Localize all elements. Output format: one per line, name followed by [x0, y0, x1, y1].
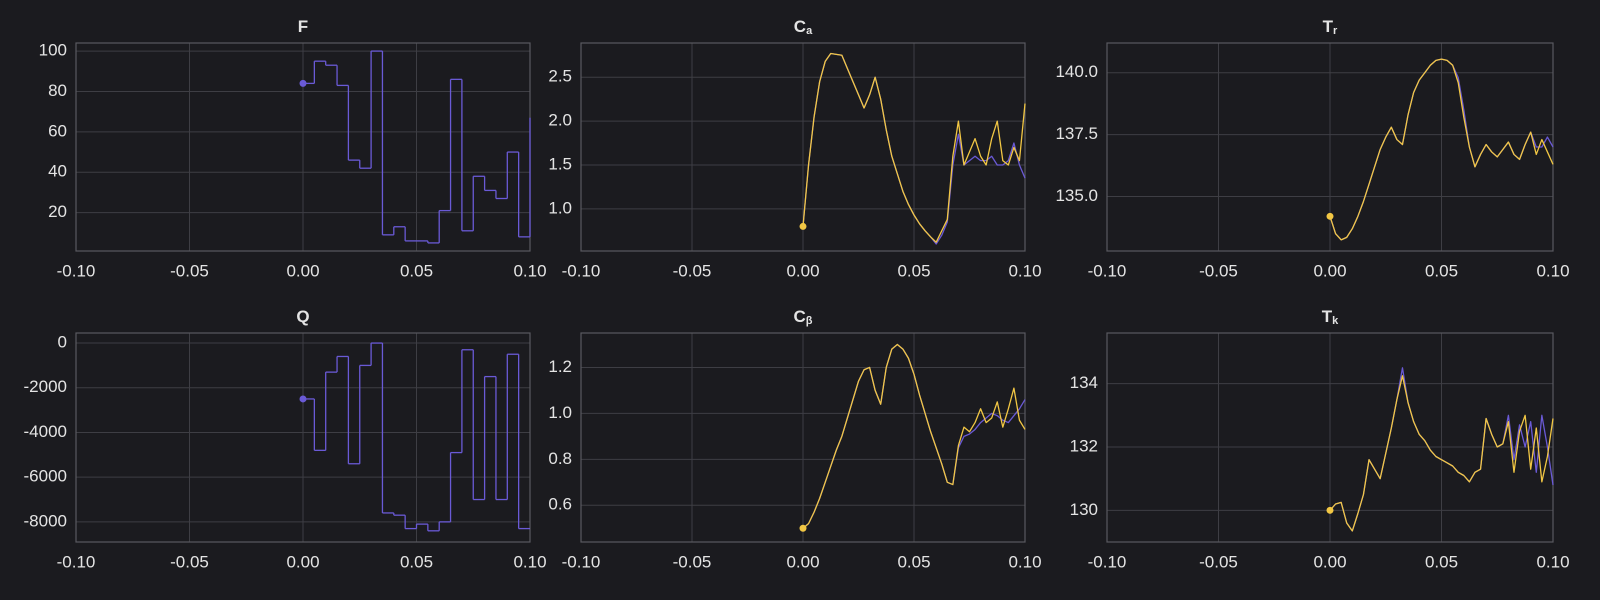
title-text: F — [298, 17, 308, 36]
y-tick-label: 130 — [1070, 500, 1098, 519]
plot-frame — [1106, 332, 1554, 543]
x-tick-label: -0.05 — [673, 261, 712, 280]
y-tick-label: 40 — [48, 162, 67, 181]
y-tick-label: 0 — [58, 333, 67, 352]
plot-area — [802, 52, 1026, 245]
plot-area — [1329, 58, 1554, 241]
plot-area — [303, 50, 531, 244]
panel: Q -0.10 -0.05 0.00 0.05 0.10 -8000 -6000 -4000 -2… — [24, 307, 547, 571]
x-tick-label: -0.10 — [57, 261, 96, 280]
x-tick-label: 0.10 — [1008, 552, 1041, 571]
y-tick-label: 135.0 — [1055, 186, 1098, 205]
x-tick-label: 0.05 — [400, 552, 433, 571]
title-subscript: β — [806, 315, 813, 327]
y-tick-label: -4000 — [24, 422, 67, 441]
y-tick-label: 0.6 — [548, 495, 572, 514]
x-tick-label: 0.00 — [786, 552, 819, 571]
start-marker — [1326, 506, 1334, 514]
plot-area — [1329, 367, 1554, 532]
panel-title: Tk — [1322, 307, 1339, 326]
y-tick-label: 140.0 — [1055, 62, 1098, 81]
y-tick-label: 80 — [48, 81, 67, 100]
y-tick-label: 0.8 — [548, 449, 572, 468]
panel: Tr -0.10 -0.05 0.00 0.05 0.10 135.0 137.5 140.0 — [1055, 17, 1569, 280]
y-tick-label: -2000 — [24, 377, 67, 396]
x-tick-label: 0.05 — [897, 261, 930, 280]
series-line — [1329, 375, 1554, 532]
x-tick-label: -0.05 — [1199, 552, 1238, 571]
x-tick-label: 0.05 — [1425, 552, 1458, 571]
title-subscript: r — [1333, 25, 1338, 37]
y-tick-label: 2.0 — [548, 111, 572, 130]
panel: Ca -0.10 -0.05 0.00 0.05 0.10 1.0 1.5 2.0 2.5 — [548, 17, 1041, 280]
x-tick-label: 0.05 — [897, 552, 930, 571]
plot-frame — [580, 42, 1026, 252]
x-tick-label: -0.10 — [1088, 552, 1127, 571]
panel-title: Q — [296, 307, 309, 326]
y-tick-label: 134 — [1070, 373, 1098, 392]
y-tick-label: 100 — [39, 41, 67, 60]
y-tick-label: 1.0 — [548, 198, 572, 217]
x-tick-label: 0.00 — [786, 261, 819, 280]
start-marker — [299, 79, 307, 87]
x-tick-label: -0.05 — [170, 261, 209, 280]
y-tick-label: 60 — [48, 121, 67, 140]
start-marker — [799, 222, 807, 230]
title-text: T — [1323, 17, 1334, 36]
x-tick-label: -0.10 — [562, 552, 601, 571]
plot-frame — [580, 332, 1026, 543]
x-tick-label: 0.00 — [286, 552, 319, 571]
x-tick-label: 0.00 — [1313, 261, 1346, 280]
x-tick-label: 0.05 — [1425, 261, 1458, 280]
title-text: Q — [296, 307, 309, 326]
x-tick-label: 0.10 — [513, 261, 546, 280]
x-tick-label: -0.05 — [170, 552, 209, 571]
series-line — [1329, 58, 1554, 241]
panel-title: F — [298, 17, 308, 36]
start-marker — [799, 524, 807, 532]
plot-area — [802, 343, 1026, 529]
y-tick-label: 1.2 — [548, 357, 572, 376]
y-tick-label: 1.0 — [548, 403, 572, 422]
title-text: T — [1322, 307, 1333, 326]
x-tick-label: -0.10 — [562, 261, 601, 280]
plot-area — [303, 342, 531, 532]
x-tick-label: 0.10 — [1008, 261, 1041, 280]
panel-title: Cβ — [794, 307, 813, 326]
y-tick-label: 132 — [1070, 436, 1098, 455]
panel-title: Tr — [1323, 17, 1338, 36]
x-tick-label: -0.10 — [1088, 261, 1127, 280]
y-tick-label: -8000 — [24, 511, 67, 530]
x-tick-label: 0.10 — [1536, 552, 1569, 571]
x-tick-label: -0.10 — [57, 552, 96, 571]
x-tick-label: -0.05 — [1199, 261, 1238, 280]
y-tick-label: 1.5 — [548, 154, 572, 173]
y-tick-label: 2.5 — [548, 67, 572, 86]
start-marker — [299, 395, 307, 403]
panel: F -0.10 -0.05 0.00 0.05 0.10 20 40 60 80 100 — [39, 17, 547, 280]
title-subscript: a — [806, 25, 813, 37]
series-line — [802, 343, 1026, 529]
x-tick-label: -0.05 — [673, 552, 712, 571]
x-tick-label: 0.10 — [513, 552, 546, 571]
title-text: C — [794, 17, 806, 36]
plot-frame — [75, 332, 531, 543]
y-tick-label: 20 — [48, 202, 67, 221]
title-text: C — [794, 307, 806, 326]
series-line — [802, 52, 1026, 243]
panel-title: Ca — [794, 17, 813, 36]
x-tick-label: 0.05 — [400, 261, 433, 280]
x-tick-label: 0.00 — [286, 261, 319, 280]
y-tick-label: -6000 — [24, 467, 67, 486]
panel: Cβ -0.10 -0.05 0.00 0.05 0.10 0.6 0.8 1.0 1.2 — [548, 307, 1041, 571]
y-tick-label: 137.5 — [1055, 124, 1098, 143]
panel: Tk -0.10 -0.05 0.00 0.05 0.10 130 132 134 — [1070, 307, 1570, 571]
start-marker — [1326, 212, 1334, 220]
x-tick-label: 0.00 — [1313, 552, 1346, 571]
x-tick-label: 0.10 — [1536, 261, 1569, 280]
title-subscript: k — [1332, 315, 1339, 327]
